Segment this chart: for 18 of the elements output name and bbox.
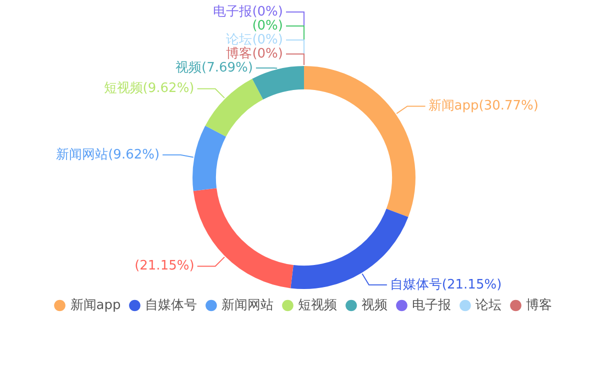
- legend-label: 博客: [526, 296, 552, 313]
- data-label: 新闻app(30.77%): [428, 98, 538, 114]
- data-label: (21.15%): [134, 258, 194, 274]
- legend-label: 新闻app: [70, 298, 121, 313]
- legend-label: 电子报: [412, 298, 452, 313]
- legend-label: 视频: [362, 298, 388, 313]
- legend-label: 论坛: [476, 298, 502, 313]
- text: 博客(0%): [226, 46, 283, 62]
- text: 论坛(0%): [226, 32, 283, 48]
- data-label: 视频(7.69%): [176, 60, 253, 76]
- data-label: 新闻网站(9.62%): [56, 147, 160, 162]
- data-label: 自媒体号(21.15%): [390, 277, 502, 292]
- legend-label: 新闻网站: [222, 298, 274, 313]
- data-label: 短视频(9.62%): [104, 81, 194, 96]
- text: 电子报(0%): [213, 4, 283, 20]
- text: (0%): [252, 18, 283, 34]
- legend-label: 短视频: [298, 298, 338, 313]
- legend-label: 自媒体号: [145, 298, 198, 313]
